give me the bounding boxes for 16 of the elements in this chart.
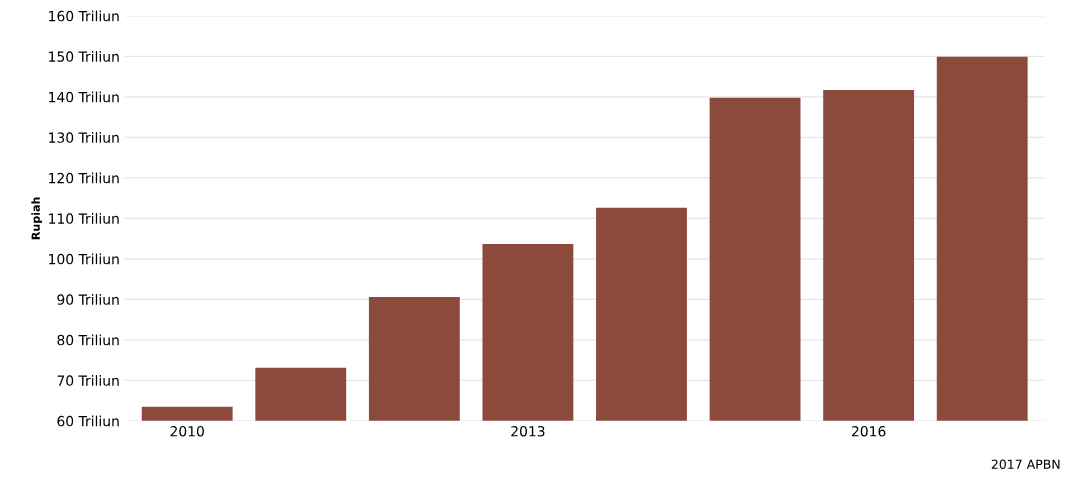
text: 2017 APBN (991, 459, 1060, 469)
y-tick-label: 90 Triliun (57, 294, 119, 305)
y-tick-label: 110 Triliun (49, 213, 119, 224)
y-tick-label: 160 Triliun (49, 10, 119, 22)
y-tick-label: 130 Triliun (49, 132, 119, 143)
x-tick-label: 2010 (170, 425, 204, 437)
x-tick-label: 2013 (511, 425, 545, 437)
y-tick-label: 60 Triliun (57, 415, 119, 427)
y-tick-label: 100 Triliun (49, 253, 119, 265)
y-tick-label: 120 Triliun (49, 172, 119, 184)
y-tick-label: 150 Triliun (49, 51, 119, 62)
y-tick-label: 80 Triliun (57, 334, 119, 346)
y-tick-label: 70 Triliun (57, 375, 119, 386)
y-axis-title: Rupiah (31, 197, 43, 240)
y-tick-label: 140 Triliun (49, 91, 119, 103)
x-tick-label: 2016 (851, 425, 886, 437)
